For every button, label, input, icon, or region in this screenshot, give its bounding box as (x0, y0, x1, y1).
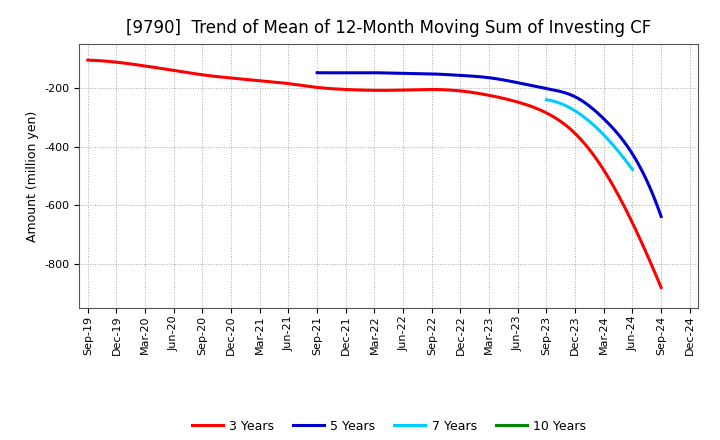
7 Years (542, 97, 551, 103)
7 Years (615, 150, 624, 155)
3 Years (567, 127, 575, 132)
3 Years (657, 285, 665, 290)
5 Years (518, 81, 527, 86)
Y-axis label: Amount (million yen): Amount (million yen) (26, 110, 39, 242)
3 Years (434, 87, 443, 92)
5 Years (604, 121, 613, 126)
5 Years (518, 81, 526, 86)
7 Years (620, 156, 629, 161)
3 Years (84, 58, 92, 63)
Title: [9790]  Trend of Mean of 12-Month Moving Sum of Investing CF: [9790] Trend of Mean of 12-Month Moving … (126, 19, 652, 37)
3 Years (603, 173, 612, 179)
5 Years (358, 70, 366, 75)
Legend: 3 Years, 5 Years, 7 Years, 10 Years: 3 Years, 5 Years, 7 Years, 10 Years (186, 414, 591, 437)
Line: 7 Years: 7 Years (546, 100, 632, 169)
Line: 3 Years: 3 Years (88, 60, 661, 287)
5 Years (314, 70, 323, 75)
7 Years (595, 128, 603, 133)
5 Years (657, 214, 665, 219)
7 Years (628, 167, 636, 172)
3 Years (423, 87, 431, 92)
Line: 5 Years: 5 Years (317, 73, 661, 216)
3 Years (86, 58, 94, 63)
5 Years (312, 70, 321, 75)
7 Years (542, 97, 551, 103)
7 Years (593, 126, 602, 132)
3 Years (425, 87, 433, 92)
5 Years (524, 82, 533, 88)
7 Years (593, 126, 602, 131)
5 Years (626, 148, 634, 153)
